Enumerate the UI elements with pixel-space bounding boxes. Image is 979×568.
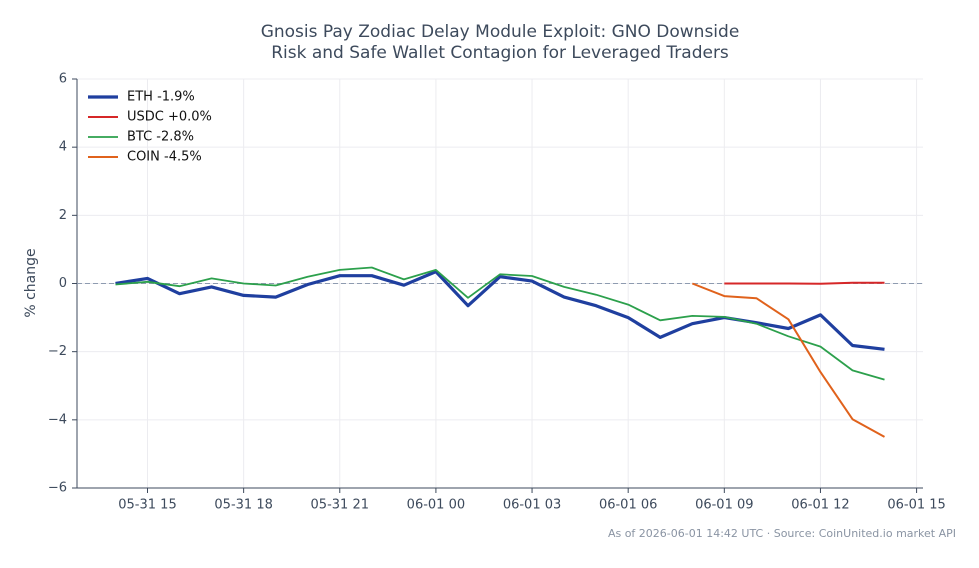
data-line [115, 266, 885, 381]
y-tick-label: −4 [48, 412, 67, 427]
x-tick-label: 06-01 00 [407, 498, 465, 513]
x-tick-label: 05-31 21 [311, 498, 369, 513]
y-axis-label: % change [23, 248, 39, 317]
x-tick-label: 05-31 18 [214, 498, 272, 513]
y-tick-label: 6 [59, 72, 67, 87]
y-tick-label: 0 [59, 276, 67, 291]
y-tick-label: −6 [48, 481, 67, 496]
x-tick-label: 06-01 15 [887, 498, 945, 513]
y-tick-label: 2 [59, 208, 67, 223]
x-tick-label: 06-01 12 [791, 498, 849, 513]
x-tick-label: 06-01 06 [599, 498, 657, 513]
legend-label: COIN -4.5% [127, 150, 202, 165]
y-tick-label: 4 [59, 140, 67, 155]
legend-label: BTC -2.8% [127, 130, 194, 145]
legend-label: ETH -1.9% [127, 90, 195, 105]
footer: As of 2026-06-01 14:42 UTC · Source: Coi… [608, 527, 956, 540]
x-tick-label: 05-31 15 [118, 498, 176, 513]
x-tick-label: 06-01 03 [503, 498, 561, 513]
x-tick-label: 06-01 09 [695, 498, 753, 513]
data-line [691, 282, 885, 438]
data-line [115, 270, 885, 351]
chart-title: Gnosis Pay Zodiac Delay Module Exploit: … [261, 22, 740, 42]
chart-title: Risk and Safe Wallet Contagion for Lever… [271, 43, 729, 63]
y-tick-label: −2 [48, 344, 67, 359]
data-line [724, 281, 885, 285]
legend-label: USDC +0.0% [127, 110, 212, 125]
